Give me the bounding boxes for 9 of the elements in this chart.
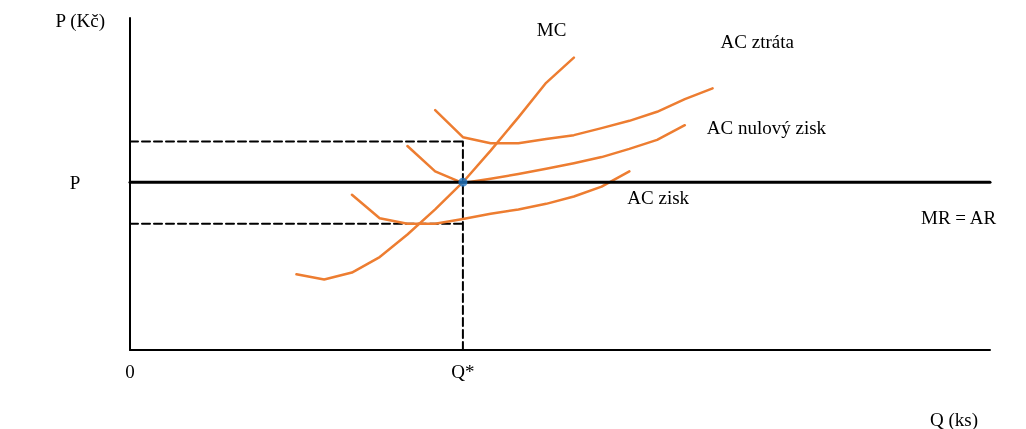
x-tick-label: 0 (125, 361, 135, 382)
y-axis-title: P (Kč) (55, 10, 105, 32)
series-label: AC zisk (627, 186, 690, 208)
series-label: MC (536, 19, 567, 41)
series-label: AC ztráta (720, 30, 795, 52)
series-label: MR = AR (921, 206, 997, 228)
annotation: P (69, 171, 81, 193)
x-tick-label: Q* (451, 361, 475, 382)
series-label: AC nulový zisk (706, 116, 827, 138)
